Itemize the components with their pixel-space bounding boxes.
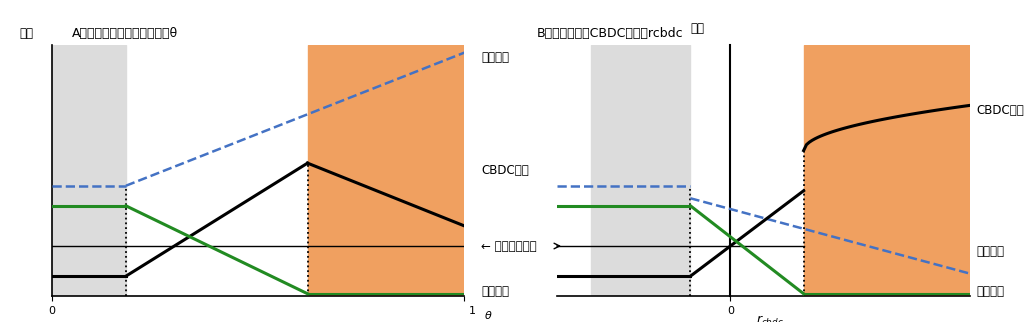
Text: B：现金份额和CBDC利率，rcbdc: B：现金份额和CBDC利率，rcbdc [537, 27, 683, 40]
Bar [804, 45, 970, 296]
Text: θ: θ [485, 311, 492, 321]
Text: 存款份额: 存款份额 [976, 244, 1005, 258]
Text: CBDC份额: CBDC份额 [976, 104, 1025, 117]
Text: 现金份额: 现金份额 [976, 285, 1005, 298]
Bar [308, 45, 464, 296]
Text: A：现金份额和类现金程度，θ: A：现金份额和类现金程度，θ [72, 27, 179, 40]
Text: 存款份额: 存款份额 [481, 51, 509, 64]
Text: 现金份额: 现金份额 [481, 285, 509, 298]
Y-axis label: 份额: 份额 [20, 27, 34, 40]
Bar [52, 45, 126, 296]
Text: 1: 1 [469, 306, 476, 316]
Text: CBDC份额: CBDC份额 [481, 164, 528, 177]
Y-axis label: 份额: 份额 [690, 22, 705, 35]
Text: ← 网络效应阈値: ← 网络效应阈値 [481, 240, 537, 252]
Text: $r_{cbdc}$: $r_{cbdc}$ [756, 314, 784, 322]
Bar [590, 45, 690, 296]
